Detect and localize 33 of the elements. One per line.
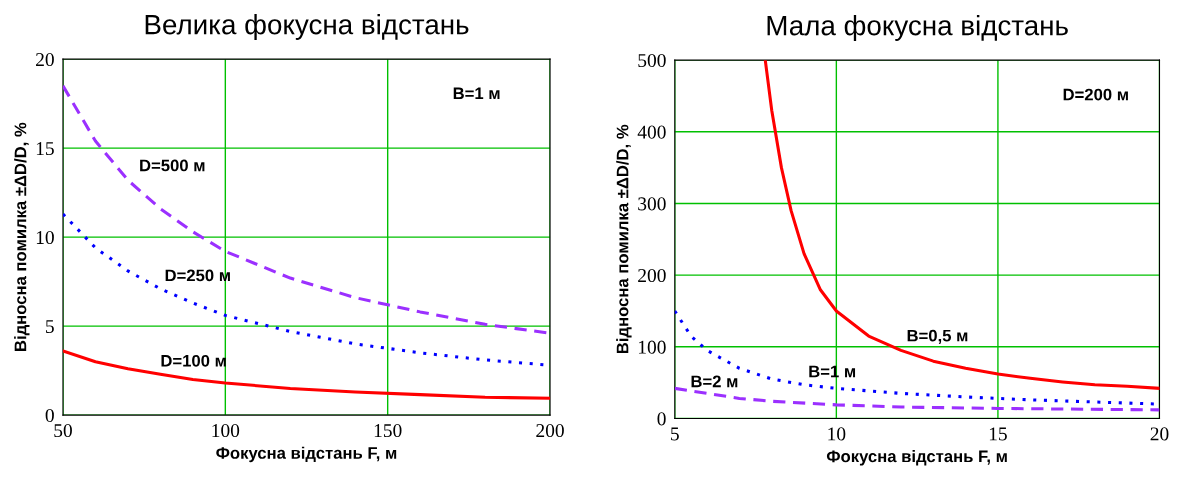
- series-label: D=500 м: [140, 159, 205, 172]
- x-tick-label: 15: [989, 427, 1007, 441]
- y-tick-label: 5: [46, 320, 54, 334]
- y-tick-label: 0: [657, 412, 666, 426]
- y-tick-label: 15: [36, 142, 54, 156]
- y-tick-label: 400: [637, 125, 666, 139]
- x-axis-title: Фокусна відстань F, м: [826, 449, 1007, 466]
- line-series: [674, 386, 1160, 412]
- y-tick-label: 200: [638, 268, 666, 283]
- y-tick-label: 500: [638, 53, 666, 68]
- x-axis-title: Фокусна відстань F, м: [216, 446, 397, 463]
- x-tick-label: 100: [212, 424, 240, 438]
- y-tick-label: 10: [36, 230, 54, 245]
- y-tick-label: 0: [45, 408, 54, 423]
- line-series: [62, 349, 551, 400]
- x-tick-label: 50: [54, 424, 72, 438]
- series-label: B=0,5 м: [907, 329, 968, 344]
- y-tick-label: 300: [638, 197, 666, 211]
- y-axis-title: Відносна помилка ±ΔD/D, %: [14, 122, 30, 351]
- chart-title: Велика фокусна відстань: [145, 14, 469, 40]
- annotation: D=200 м: [1063, 88, 1128, 101]
- chart-title: Мала фокусна відстань: [767, 14, 1068, 41]
- series-label: B=2 м: [691, 375, 738, 388]
- y-axis-title: Відносна помилка ±ΔD/D, %: [616, 124, 632, 354]
- y-tick-label: 20: [36, 52, 54, 67]
- annotation: B=1 м: [453, 87, 500, 100]
- x-tick-label: 150: [374, 424, 402, 438]
- x-tick-label: 20: [1150, 427, 1169, 441]
- line-series: [763, 60, 1160, 390]
- x-tick-label: 5: [671, 427, 679, 441]
- x-tick-label: 200: [536, 424, 564, 438]
- y-tick-label: 100: [638, 340, 666, 354]
- x-tick-label: 10: [828, 427, 846, 441]
